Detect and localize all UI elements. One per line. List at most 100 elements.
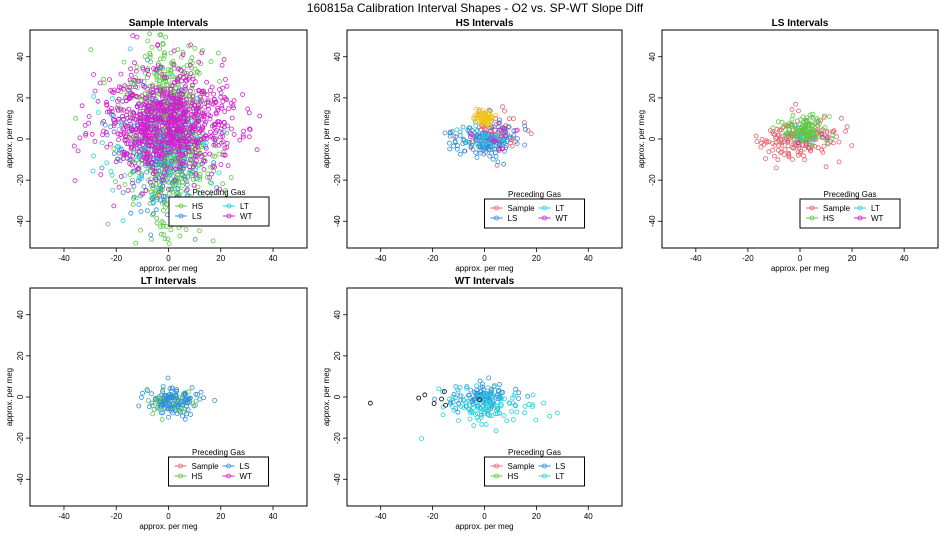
point-hs bbox=[809, 129, 815, 134]
point-wt bbox=[171, 92, 177, 98]
point-lt bbox=[120, 218, 126, 224]
point-wt bbox=[104, 99, 109, 105]
point-wt bbox=[140, 65, 146, 70]
point-ls bbox=[138, 209, 144, 214]
legend-box bbox=[168, 196, 270, 227]
point-ls bbox=[148, 232, 154, 238]
point-wt bbox=[189, 82, 195, 88]
legend-title: Preceding Gas bbox=[192, 448, 245, 457]
point-hs bbox=[212, 154, 218, 159]
point-hs bbox=[88, 47, 94, 53]
point-wt bbox=[197, 150, 203, 156]
x-tick-label: 0 bbox=[166, 254, 171, 263]
point-wt bbox=[153, 177, 158, 183]
point-hs bbox=[786, 126, 791, 132]
point-sample bbox=[834, 134, 839, 140]
point-ls bbox=[150, 194, 156, 200]
point-lt bbox=[526, 401, 532, 407]
point-wt bbox=[162, 163, 167, 169]
point-sample bbox=[824, 128, 830, 134]
point-sample bbox=[758, 144, 764, 150]
point-lt bbox=[533, 417, 539, 423]
point-ls bbox=[511, 132, 517, 138]
point-hs bbox=[775, 119, 781, 125]
point-hs bbox=[118, 89, 123, 94]
point-wt bbox=[104, 102, 110, 108]
point-hs bbox=[487, 122, 493, 128]
point-wt bbox=[113, 159, 119, 165]
point-wt bbox=[147, 107, 153, 113]
point-wt bbox=[157, 129, 163, 135]
point-wt bbox=[154, 66, 160, 72]
point-ls bbox=[483, 130, 489, 136]
point-wt bbox=[161, 75, 167, 80]
point-ls bbox=[156, 162, 162, 168]
point-wt bbox=[162, 170, 167, 175]
legend-box bbox=[484, 456, 585, 487]
point-hs bbox=[181, 8, 185, 12]
point-wt bbox=[103, 129, 109, 135]
point-lt bbox=[169, 73, 175, 78]
point-ls bbox=[134, 157, 139, 163]
point-wt bbox=[115, 88, 121, 94]
point-lt bbox=[485, 385, 491, 391]
point-wt bbox=[175, 136, 181, 142]
point-wt bbox=[165, 186, 171, 192]
point-lt bbox=[506, 400, 512, 406]
point-lt bbox=[122, 173, 127, 179]
point-wt bbox=[222, 152, 228, 158]
point-hs bbox=[808, 131, 813, 137]
point-wt bbox=[161, 108, 167, 114]
point-ls bbox=[175, 398, 181, 404]
legend-label-sample: Sample bbox=[508, 462, 536, 471]
point-lt bbox=[185, 174, 191, 180]
point-wt bbox=[202, 151, 208, 157]
point-wt bbox=[215, 119, 221, 124]
point-ls bbox=[168, 388, 174, 394]
point-hs bbox=[163, 34, 169, 40]
legend-label-hs: HS bbox=[192, 202, 203, 211]
point-wt bbox=[159, 72, 165, 77]
point-lt bbox=[530, 392, 536, 398]
point-sample bbox=[770, 131, 776, 137]
point-ls bbox=[480, 381, 485, 387]
point-wt bbox=[217, 87, 222, 92]
point-sample bbox=[759, 137, 765, 142]
point-wt bbox=[138, 125, 144, 131]
point-wt bbox=[166, 132, 172, 138]
point-wt bbox=[181, 110, 187, 115]
point-black bbox=[416, 395, 422, 401]
point-wt bbox=[151, 144, 157, 150]
point-wt bbox=[154, 43, 160, 48]
point-ls bbox=[111, 151, 117, 157]
point-wt bbox=[207, 151, 213, 157]
point-hs bbox=[101, 76, 106, 82]
point-wt bbox=[161, 133, 167, 139]
point-hs bbox=[149, 44, 155, 50]
points-layer bbox=[71, 8, 263, 247]
point-ls bbox=[145, 57, 151, 63]
point-wt bbox=[219, 106, 225, 111]
point-wt bbox=[168, 138, 173, 144]
point-wt bbox=[245, 106, 251, 112]
point-hs bbox=[187, 93, 193, 98]
point-hs bbox=[190, 177, 196, 182]
point-wt bbox=[170, 116, 176, 121]
point-hs bbox=[139, 171, 145, 177]
point-ls bbox=[489, 388, 494, 394]
point-lt bbox=[446, 396, 452, 402]
point-wt bbox=[183, 86, 189, 92]
point-wt bbox=[126, 134, 132, 140]
legend-marker-sample bbox=[809, 205, 815, 211]
point-wt bbox=[178, 164, 183, 170]
point-wt bbox=[223, 96, 229, 102]
point-wt bbox=[224, 140, 230, 146]
point-ls bbox=[455, 409, 461, 415]
point-wt bbox=[201, 110, 207, 116]
point-sample bbox=[785, 139, 791, 145]
point-wt bbox=[188, 42, 193, 48]
point-wt bbox=[128, 141, 134, 147]
point-ls bbox=[160, 389, 165, 394]
point-wt bbox=[150, 90, 156, 95]
legend-box bbox=[799, 198, 901, 229]
